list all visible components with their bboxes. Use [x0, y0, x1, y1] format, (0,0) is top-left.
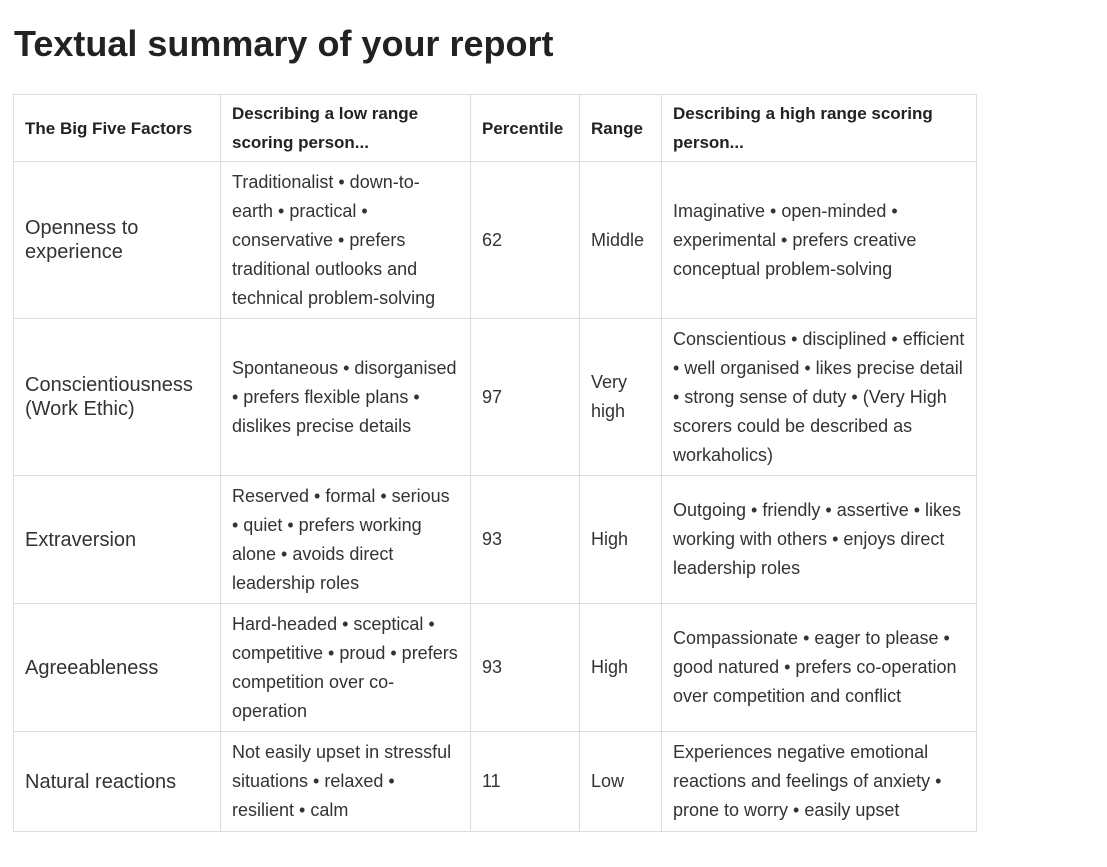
percentile-value: 11	[470, 731, 580, 832]
factor-name: Agreeableness	[13, 603, 221, 732]
factor-name: Conscientiousness (Work Ethic)	[13, 318, 221, 476]
percentile-value: 62	[470, 161, 580, 319]
factor-name: Openness to experience	[13, 161, 221, 319]
table-row: Agreeableness Hard-headed • sceptical • …	[13, 603, 977, 732]
low-description: Traditionalist • down-to-earth • practic…	[220, 161, 471, 319]
factor-name: Natural reactions	[13, 731, 221, 832]
table-row: Extraversion Reserved • formal • serious…	[13, 475, 977, 604]
high-description: Compassionate • eager to please • good n…	[661, 603, 977, 732]
high-description: Experiences negative emotional reactions…	[661, 731, 977, 832]
low-description: Hard-headed • sceptical • competitive • …	[220, 603, 471, 732]
high-description: Conscientious • disciplined • efficient …	[661, 318, 977, 476]
header-high-description: Describing a high range scoring person..…	[661, 94, 977, 162]
header-range: Range	[579, 94, 662, 162]
header-factor: The Big Five Factors	[13, 94, 221, 162]
low-description: Reserved • formal • serious • quiet • pr…	[220, 475, 471, 604]
percentile-value: 93	[470, 603, 580, 732]
range-value: Middle	[579, 161, 662, 319]
table-row: Natural reactions Not easily upset in st…	[13, 731, 977, 832]
range-value: High	[579, 475, 662, 604]
factor-name: Extraversion	[13, 475, 221, 604]
range-value: High	[579, 603, 662, 732]
big-five-summary-table: The Big Five Factors Describing a low ra…	[13, 94, 977, 832]
table-header-row: The Big Five Factors Describing a low ra…	[13, 94, 977, 162]
high-description: Outgoing • friendly • assertive • likes …	[661, 475, 977, 604]
page-title: Textual summary of your report	[14, 23, 554, 64]
header-percentile: Percentile	[470, 94, 580, 162]
low-description: Spontaneous • disorganised • prefers fle…	[220, 318, 471, 476]
range-value: Low	[579, 731, 662, 832]
high-description: Imaginative • open-minded • experimental…	[661, 161, 977, 319]
low-description: Not easily upset in stressful situations…	[220, 731, 471, 832]
header-low-description: Describing a low range scoring person...	[220, 94, 471, 162]
table-row: Openness to experience Traditionalist • …	[13, 161, 977, 319]
percentile-value: 97	[470, 318, 580, 476]
range-value: Very high	[579, 318, 662, 476]
percentile-value: 93	[470, 475, 580, 604]
table-row: Conscientiousness (Work Ethic) Spontaneo…	[13, 318, 977, 476]
